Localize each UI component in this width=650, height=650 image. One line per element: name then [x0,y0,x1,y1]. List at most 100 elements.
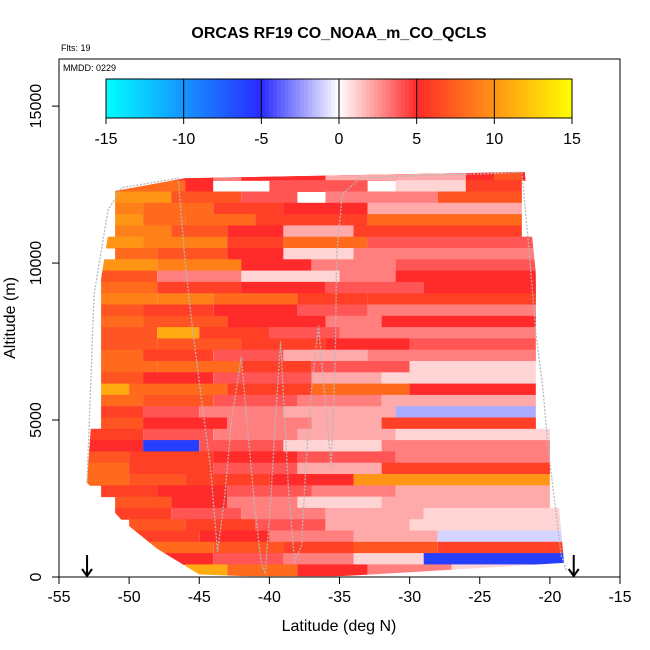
heat-cell [269,327,340,339]
colorbar-segment [168,79,173,118]
heat-cell [409,338,536,351]
heat-cell [101,259,158,272]
colorbar-segment [175,79,181,118]
heat-cell [101,281,158,294]
heat-cell [241,259,312,272]
colorbar-segment [401,79,406,118]
heat-cell [101,485,158,498]
heat-cell [171,507,242,520]
heat-cell [325,519,410,531]
heat-cell [157,248,228,260]
heat-cell [409,361,536,373]
heat-cell [297,462,382,475]
heat-cell [101,327,158,339]
heat-cell [367,214,522,226]
colorbar-segment [447,79,453,118]
colorbar-segment [540,79,546,118]
colorbar-segment [509,79,515,118]
heat-cell [115,496,172,509]
heat-cell [423,553,564,565]
x-tick-label: -40 [258,589,281,606]
y-tick-label: 5000 [28,402,45,438]
heat-cell [87,474,130,486]
heat-cell [227,248,284,260]
heat-cell [283,349,368,362]
heat-cell [283,541,354,554]
heat-cell [199,440,284,452]
heat-cell [115,180,186,192]
flight-markers [81,555,580,578]
heat-cell [367,564,452,577]
heat-cell [101,304,144,317]
heatmap-layer [87,172,564,577]
heat-cell [297,564,368,577]
heat-cell [297,428,396,441]
colorbar-segment [172,79,177,118]
colorbar-segment [191,79,196,118]
y-tick-label: 0 [28,572,45,581]
colorbar-segment [226,79,231,118]
heat-cell [213,394,298,407]
colorbar-segment [276,79,282,118]
heat-cell [87,451,130,464]
heat-cell [423,281,536,294]
colorbar-segment [362,79,367,118]
colorbar-segment [525,79,530,118]
heat-cell [437,191,522,204]
heat-cell [311,417,382,430]
heat-cell [143,349,214,362]
colorbar-segment [482,79,487,118]
colorbar-segment [218,79,223,118]
colorbar-segment [269,79,274,118]
colorbar-segment [156,79,161,118]
heat-cell [213,304,298,317]
heat-cell [143,214,186,226]
heat-cell [325,172,466,181]
heat-cell [157,327,200,339]
heat-cell [129,383,228,396]
colorbar-segment [121,79,126,118]
colorbar-segment [148,79,153,118]
heat-cell [157,338,242,351]
colorbar-segment [517,79,522,118]
heat-cell [241,507,326,520]
heat-cell [227,225,284,238]
heat-cell [381,440,550,452]
heat-cell [395,451,550,464]
heat-cell [297,293,368,305]
colorbar-segment [416,79,421,118]
colorbar-tick-label: 0 [335,131,344,148]
heat-cell [157,281,242,294]
colorbar-segment [257,79,262,118]
colorbar-segment [164,79,169,118]
heat-cell [143,428,214,441]
colorbar-segment [544,79,550,118]
x-tick-label: -15 [608,589,631,606]
colorbar-segment [210,79,216,118]
heat-cell [115,214,144,226]
colorbar-segment [203,79,208,118]
heat-cell [325,281,424,294]
x-axis-label: Latitude (deg N) [282,618,397,635]
colorbar-segment [160,79,165,118]
heat-cell [353,225,522,238]
heat-cell [227,564,298,577]
colorbar-segment [354,79,359,118]
x-tick-label: -25 [468,589,491,606]
colorbar-segment [315,79,320,118]
heat-cell [241,191,298,204]
colorbar-segment [408,79,414,118]
colorbar-segment [370,79,375,118]
heat-cell [241,338,326,351]
heat-cell [353,530,438,543]
heat-cell [213,553,284,565]
heat-cell [115,225,172,238]
colorbar-segment [568,79,573,118]
heat-cell [451,564,564,577]
heat-cell [325,338,410,351]
colorbar-segment [463,79,468,118]
colorbar-segment [455,79,460,118]
colorbar-segment [556,79,561,118]
heat-cell [283,225,354,238]
